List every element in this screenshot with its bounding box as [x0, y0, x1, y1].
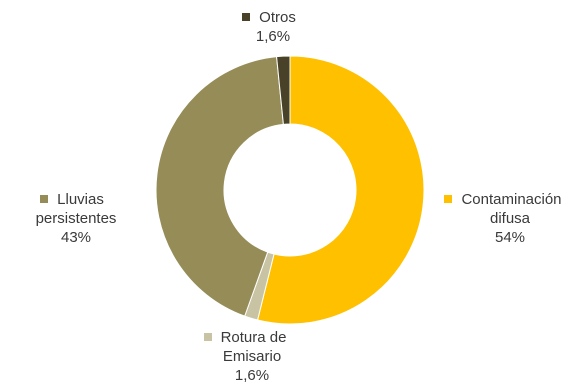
- donut-slice-contaminacion: [256, 55, 425, 325]
- slice-name-rotura-de-emisario-line2: Emisario: [222, 348, 282, 365]
- donut-slice-otros: [276, 55, 291, 125]
- slice-value-rotura-de-emisario: 1,6%: [234, 367, 270, 384]
- swatch-contaminacion-difusa: [444, 195, 453, 203]
- swatch-rotura-de-emisario: [203, 333, 212, 341]
- slice-name-otros: Otros: [229, 8, 309, 27]
- slice-name-lluvias-persistentes-line2: persistentes: [35, 210, 117, 227]
- slice-name-contaminacion-difusa: Contaminación: [428, 190, 578, 209]
- swatch-lluvias-persistentes: [40, 195, 49, 203]
- slice-name-lluvias-persistentes: Lluvias: [4, 190, 140, 209]
- slice-label-otros: Otros 1,6%: [229, 8, 309, 46]
- slice-label-contaminacion-difusa: Contaminación difusa 54%: [428, 190, 578, 247]
- slice-label-rotura-de-emisario: Rotura de Emisario 1,6%: [170, 328, 320, 385]
- slice-name-contaminacion-difusa-line2: difusa: [489, 210, 531, 227]
- donut-slice-lluvias: [155, 56, 284, 317]
- slice-value-contaminacion-difusa: 54%: [494, 229, 526, 246]
- slice-value-otros: 1,6%: [255, 28, 291, 45]
- slice-name-rotura-de-emisario: Rotura de: [170, 328, 320, 347]
- swatch-otros: [242, 13, 251, 21]
- slice-label-lluvias-persistentes: Lluvias persistentes 43%: [4, 190, 140, 247]
- slice-value-lluvias-persistentes: 43%: [60, 229, 92, 246]
